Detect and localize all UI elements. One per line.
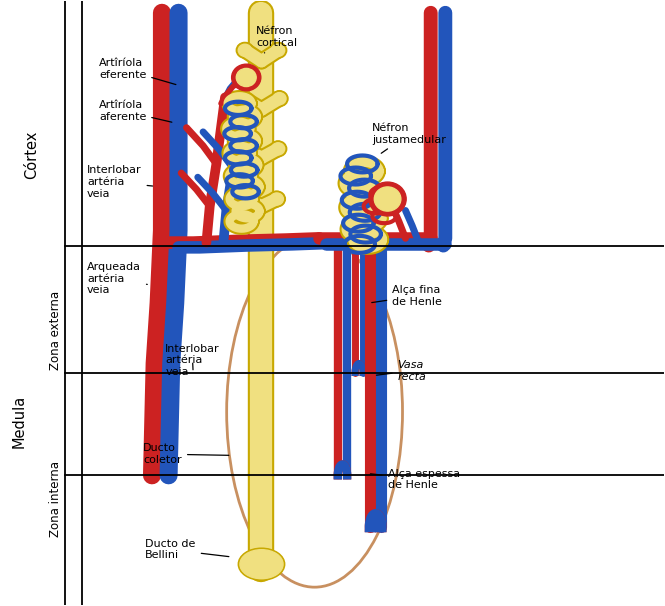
Text: Néfron
cortical: Néfron cortical xyxy=(256,26,297,53)
Circle shape xyxy=(269,42,287,58)
Text: Néfron
justamedular: Néfron justamedular xyxy=(372,123,446,153)
Text: Artîríola
aferente: Artîríola aferente xyxy=(99,100,172,122)
Circle shape xyxy=(239,193,253,205)
Text: Interlobar
artéria
veia: Interlobar artéria veia xyxy=(166,344,220,377)
Text: Ducto
coletor: Ducto coletor xyxy=(144,444,229,465)
Text: Zona interna: Zona interna xyxy=(49,462,62,538)
Text: Vasa
recta: Vasa recta xyxy=(376,360,426,382)
Circle shape xyxy=(237,93,250,105)
Circle shape xyxy=(269,141,287,157)
Text: Arqueada
artéria
veia: Arqueada artéria veia xyxy=(87,262,147,295)
Text: Interlobar
artéria
veia: Interlobar artéria veia xyxy=(87,165,152,199)
Circle shape xyxy=(271,143,285,155)
Circle shape xyxy=(369,182,406,216)
Circle shape xyxy=(374,187,401,211)
Text: Artîríola
eferente: Artîríola eferente xyxy=(99,58,176,85)
Circle shape xyxy=(268,191,285,207)
Text: Alça espessa
de Henle: Alça espessa de Henle xyxy=(370,469,460,490)
Circle shape xyxy=(271,91,288,107)
Circle shape xyxy=(271,44,285,56)
Circle shape xyxy=(235,91,252,107)
Circle shape xyxy=(236,42,253,58)
Text: Zona externa: Zona externa xyxy=(49,291,62,370)
Text: Ducto de
Bellini: Ducto de Bellini xyxy=(146,539,229,561)
Ellipse shape xyxy=(238,548,285,580)
Text: Medula: Medula xyxy=(12,395,27,447)
Circle shape xyxy=(238,143,251,155)
Text: Alça fina
de Henle: Alça fina de Henle xyxy=(372,285,442,307)
Circle shape xyxy=(236,141,253,157)
Text: Córtex: Córtex xyxy=(25,131,39,179)
Ellipse shape xyxy=(240,550,283,579)
Circle shape xyxy=(270,193,283,205)
Circle shape xyxy=(231,64,261,91)
Circle shape xyxy=(236,68,256,87)
Circle shape xyxy=(237,191,255,207)
Circle shape xyxy=(273,93,286,105)
Circle shape xyxy=(238,44,251,56)
